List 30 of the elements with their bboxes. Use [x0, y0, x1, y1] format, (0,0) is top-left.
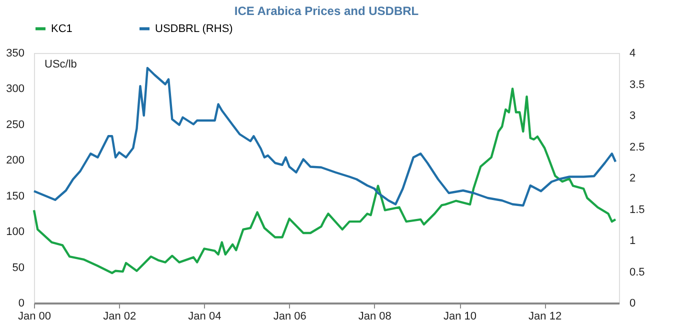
y2-tick-label: 2 — [630, 172, 636, 184]
x-tick-label: Jan 04 — [188, 310, 222, 322]
x-tick-label: Jan 12 — [528, 310, 562, 322]
x-tick-label: Jan 10 — [444, 310, 477, 322]
chart-title: ICE Arabica Prices and USDBRL — [234, 4, 419, 18]
y2-tick-label: 4 — [630, 48, 636, 60]
legend-label: USDBRL (RHS) — [155, 22, 233, 35]
y-tick-label: 100 — [6, 226, 24, 238]
line-series — [32, 66, 617, 207]
y2-tick-label: 3.5 — [630, 78, 645, 91]
x-tick-label: Jan 06 — [273, 310, 306, 322]
y2-tick-label: 2.5 — [630, 141, 645, 154]
y2-tick-label: 0.5 — [630, 266, 645, 278]
y-tick-label: 0 — [18, 298, 24, 310]
y-tick-label: 300 — [6, 83, 24, 96]
x-tick-label: Jan 02 — [103, 310, 136, 322]
y-axis-title: USc/lb — [44, 58, 77, 70]
y2-tick-label: 1 — [630, 235, 636, 247]
y-tick-label: 150 — [6, 190, 24, 202]
y2-tick-label: 1.5 — [630, 204, 645, 216]
x-tick-label: Jan 00 — [18, 310, 52, 322]
y-tick-label: 200 — [6, 154, 24, 167]
x-tick-label: Jan 08 — [358, 310, 392, 322]
y-tick-label: 50 — [12, 262, 24, 274]
line-series — [32, 88, 617, 274]
y2-tick-label: 3 — [630, 110, 636, 122]
y-tick-label: 250 — [6, 118, 24, 131]
legend-label: KC1 — [51, 22, 72, 35]
y2-tick-label: 0 — [630, 298, 636, 310]
y-tick-label: 350 — [6, 48, 24, 60]
